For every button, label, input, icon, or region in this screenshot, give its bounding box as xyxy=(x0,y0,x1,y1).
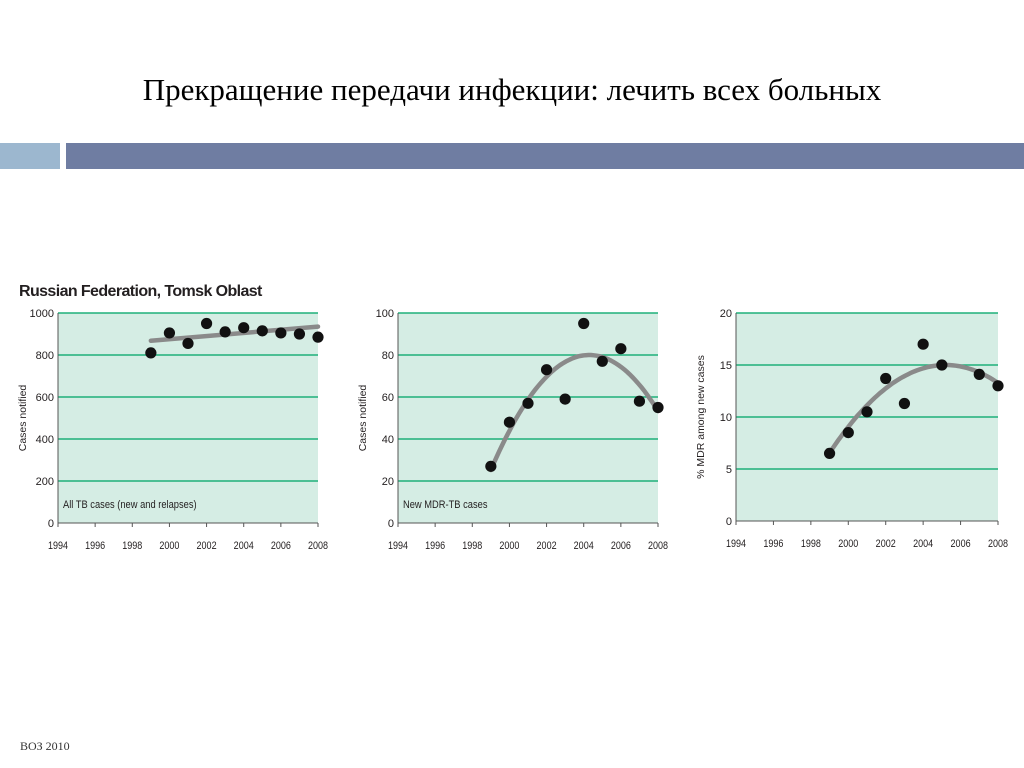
y-tick-label: 15 xyxy=(720,360,732,372)
data-point xyxy=(880,372,892,385)
y-axis-label: Cases notified xyxy=(17,385,29,452)
y-tick-label: 200 xyxy=(36,476,54,488)
data-point xyxy=(596,355,608,367)
x-tick-label: 1994 xyxy=(48,540,68,552)
x-tick-label: 2006 xyxy=(951,538,971,550)
x-tick-label: 1994 xyxy=(388,540,408,552)
data-point xyxy=(652,401,664,414)
x-tick-label: 2006 xyxy=(271,540,291,552)
x-tick-label: 2008 xyxy=(988,538,1008,550)
y-tick-label: 20 xyxy=(382,476,394,488)
data-point xyxy=(200,317,213,330)
data-point xyxy=(559,393,571,405)
plot-area xyxy=(398,313,658,523)
data-point xyxy=(256,325,268,337)
trend-line xyxy=(827,362,1001,456)
x-tick-label: 2008 xyxy=(308,540,328,552)
trend-line xyxy=(148,324,321,343)
data-point xyxy=(861,406,873,418)
x-tick-label: 2002 xyxy=(197,540,217,552)
data-point xyxy=(842,427,854,439)
footer-source: ВОЗ 2010 xyxy=(20,739,70,753)
y-tick-label: 5 xyxy=(726,464,732,476)
data-point xyxy=(312,331,324,343)
x-tick-label: 2000 xyxy=(499,540,519,552)
series-label: New MDR-TB cases xyxy=(403,499,488,511)
data-point xyxy=(578,317,590,330)
y-tick-label: 0 xyxy=(726,516,732,528)
chart-panel-1: 0 200 400 600 800 1000 1994 1996 1998 2000 2002 200… xyxy=(17,308,328,552)
y-tick-label: 0 xyxy=(388,518,394,530)
data-point xyxy=(219,326,231,338)
trend-line xyxy=(488,352,661,473)
x-tick-label: 2004 xyxy=(574,540,594,552)
x-tick-label: 2004 xyxy=(234,540,254,552)
data-point xyxy=(293,328,306,340)
y-tick-label: 40 xyxy=(382,434,394,446)
title-band-dark xyxy=(66,143,1024,169)
x-tick-label: 2006 xyxy=(611,540,631,552)
y-tick-label: 600 xyxy=(36,392,54,404)
y-tick-label: 0 xyxy=(48,518,54,530)
data-point xyxy=(973,368,985,380)
y-tick-label: 60 xyxy=(382,392,394,404)
data-point xyxy=(615,343,627,355)
title-band-light xyxy=(0,143,60,169)
series-label: All TB cases (new and relapses) xyxy=(63,499,197,511)
x-tick-label: 2004 xyxy=(913,538,933,550)
x-tick-label: 1996 xyxy=(85,540,105,552)
y-tick-label: 400 xyxy=(36,434,54,446)
data-point xyxy=(936,359,948,371)
data-point xyxy=(992,380,1004,392)
x-tick-label: 1998 xyxy=(122,540,142,552)
y-tick-label: 80 xyxy=(382,350,394,362)
x-tick-label: 1996 xyxy=(425,540,445,552)
y-tick-label: 100 xyxy=(376,308,394,320)
x-tick-label: 2000 xyxy=(159,540,179,552)
figure-heading: Russian Federation, Tomsk Oblast xyxy=(19,283,262,300)
data-point xyxy=(238,322,250,334)
data-point xyxy=(540,364,553,376)
data-point xyxy=(633,395,646,407)
data-point xyxy=(163,327,176,339)
data-point xyxy=(503,416,516,428)
data-point xyxy=(485,460,497,472)
x-tick-label: 1996 xyxy=(763,538,783,550)
data-point xyxy=(917,338,929,350)
x-tick-label: 2002 xyxy=(876,538,896,550)
x-tick-label: 2002 xyxy=(537,540,557,552)
y-tick-label: 10 xyxy=(720,412,732,424)
y-tick-label: 800 xyxy=(36,350,54,362)
data-point xyxy=(522,397,534,409)
data-point xyxy=(898,397,911,410)
slide-title: Прекращение передачи инфекции: лечить вс… xyxy=(142,72,882,107)
y-tick-label: 20 xyxy=(720,308,732,320)
y-tick-label: 1000 xyxy=(30,308,54,320)
x-tick-label: 2008 xyxy=(648,540,668,552)
data-point xyxy=(823,447,836,459)
x-tick-label: 1994 xyxy=(726,538,746,550)
x-tick-label: 1998 xyxy=(462,540,482,552)
y-axis-label: Cases notified xyxy=(357,385,369,452)
data-point xyxy=(145,347,157,359)
x-tick-label: 2000 xyxy=(838,538,858,550)
chart-panel-3: 0 5 10 15 20 1994 1996 1998 2000 2002 2004 2006 2008… xyxy=(695,308,1008,550)
data-point xyxy=(275,327,287,339)
x-tick-label: 1998 xyxy=(801,538,821,550)
y-axis-label: % MDR among new cases xyxy=(695,355,707,479)
chart-panel-2: 0 20 40 60 80 100 1994 1996 1998 2000 2002 2004 2006… xyxy=(357,308,668,552)
data-point xyxy=(182,337,194,350)
